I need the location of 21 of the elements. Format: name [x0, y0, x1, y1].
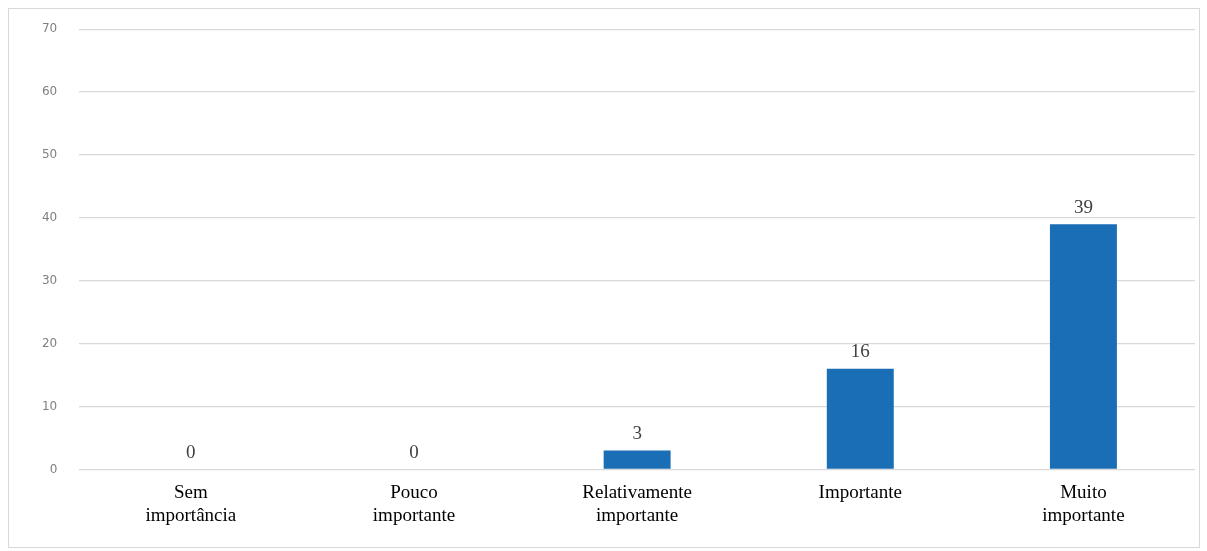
- x-tick-label: Relativamente importante: [582, 480, 692, 525]
- x-tick-label: Sem importância: [145, 480, 237, 525]
- x-tick-label: Muito importante: [1042, 480, 1125, 525]
- y-tick-label: 60: [41, 84, 58, 99]
- y-tick-label: 40: [41, 209, 58, 224]
- bar: [1049, 224, 1117, 469]
- y-tick-label: 50: [41, 147, 58, 162]
- bar: [603, 450, 671, 469]
- y-tick-label: 70: [41, 21, 58, 36]
- y-tick-label: 20: [41, 335, 58, 350]
- data-label: 0: [409, 440, 419, 462]
- y-tick-label: 30: [41, 272, 58, 287]
- bar: [826, 368, 894, 469]
- y-tick-label: 0: [49, 461, 58, 476]
- y-tick-label: 10: [41, 398, 58, 413]
- x-tick-label: Pouco importante: [372, 480, 456, 525]
- x-tick-label: Importante: [818, 480, 902, 502]
- data-label: 0: [186, 440, 196, 462]
- data-label: 3: [632, 422, 642, 444]
- data-label: 16: [850, 340, 870, 362]
- data-label: 39: [1073, 195, 1093, 217]
